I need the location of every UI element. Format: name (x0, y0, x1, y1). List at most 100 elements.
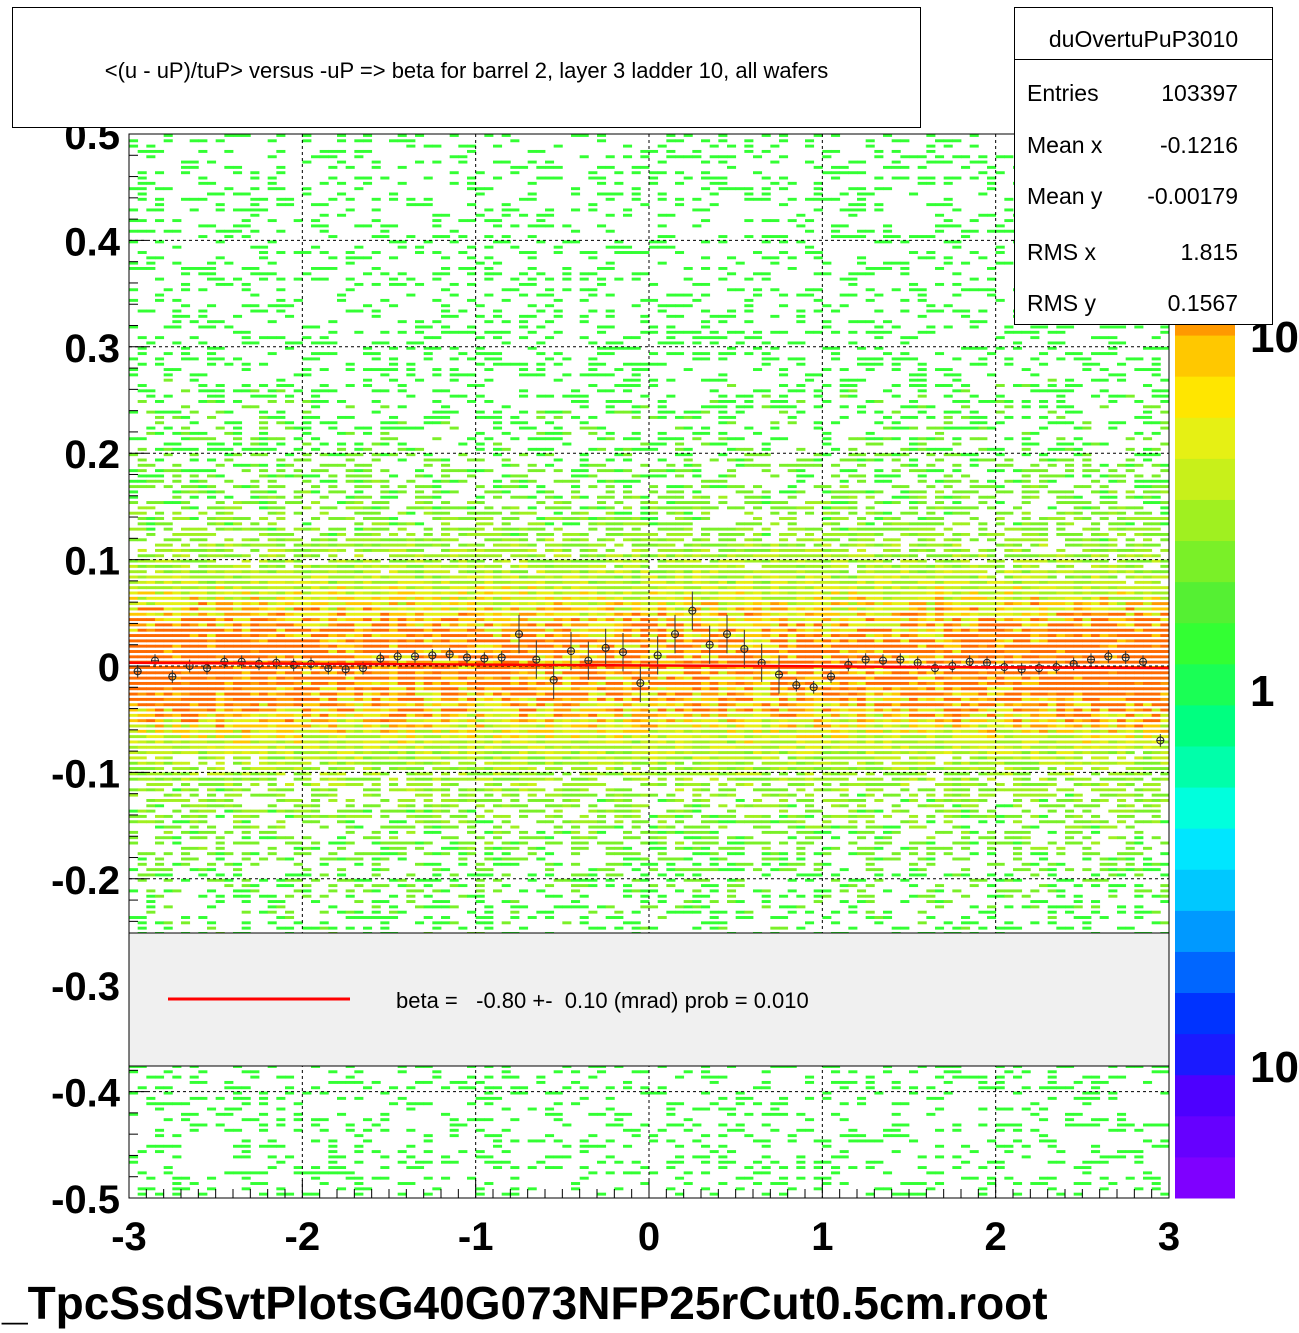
heatmap-cell (129, 708, 139, 712)
heatmap-cell (137, 857, 147, 861)
heatmap-cell (510, 485, 520, 489)
heatmap-cell (189, 410, 199, 414)
heatmap-cell (493, 272, 503, 276)
heatmap-cell (267, 240, 277, 244)
heatmap-cell (172, 309, 182, 313)
heatmap-cell (475, 916, 485, 919)
heatmap-cell (181, 852, 191, 856)
heatmap-cell (510, 1091, 520, 1095)
heatmap-cell (259, 650, 269, 653)
heatmap-cell (198, 1070, 208, 1074)
heatmap-cell (215, 548, 225, 552)
heatmap-cell (311, 1176, 321, 1180)
heatmap-cell (259, 628, 269, 632)
heatmap-cell (137, 671, 147, 675)
heatmap-cell (562, 357, 572, 361)
heatmap-cell (328, 591, 338, 595)
heatmap-cell (571, 884, 581, 888)
heatmap-cell (475, 724, 485, 728)
heatmap-cell (155, 692, 165, 696)
heatmap-cell (302, 820, 312, 824)
heatmap-cell (545, 692, 555, 696)
heatmap-cell (423, 623, 433, 627)
heatmap-cell (163, 655, 173, 659)
heatmap-cell (363, 256, 373, 260)
heatmap-cell (415, 602, 425, 606)
heatmap-cell (137, 309, 147, 313)
heatmap-cell (406, 591, 416, 595)
heatmap-cell (354, 1144, 364, 1148)
heatmap-cell (432, 692, 442, 696)
heatmap-cell (345, 628, 355, 632)
heatmap-cell (423, 144, 433, 148)
heatmap-cell (371, 623, 381, 627)
heatmap-cell (293, 564, 303, 568)
heatmap-cell (484, 756, 494, 760)
heatmap-cell (241, 841, 251, 845)
heatmap-cell (259, 751, 269, 755)
heatmap-cell (146, 575, 156, 579)
heatmap-cell (129, 267, 139, 270)
heatmap-cell (415, 878, 425, 882)
heatmap-cell (415, 708, 425, 712)
heatmap-cell (519, 495, 529, 499)
heatmap-cell (423, 841, 433, 845)
heatmap-cell (493, 1166, 503, 1170)
heatmap-cell (137, 389, 147, 393)
heatmap-cell (146, 485, 156, 489)
heatmap-cell (406, 1182, 416, 1185)
heatmap-cell (181, 602, 191, 606)
heatmap-cell (501, 692, 511, 696)
heatmap-cell (276, 671, 286, 675)
heatmap-cell (233, 596, 243, 600)
heatmap-cell (397, 384, 407, 387)
heatmap-cell (311, 570, 321, 574)
heatmap-cell (449, 660, 459, 664)
heatmap-cell (189, 139, 199, 143)
heatmap-cell (415, 160, 425, 164)
heatmap-cell (155, 298, 165, 302)
heatmap-cell (285, 735, 295, 739)
heatmap-cell (432, 538, 442, 542)
heatmap-cell (484, 793, 494, 797)
heatmap-cell (475, 543, 485, 547)
heatmap-cell (493, 421, 503, 425)
heatmap-cell (484, 564, 494, 568)
heatmap-cell (319, 926, 329, 930)
heatmap-cell (510, 245, 520, 249)
heatmap-cell (423, 612, 433, 616)
heatmap-cell (319, 229, 329, 233)
heatmap-cell (207, 804, 217, 808)
heatmap-cell (493, 788, 503, 792)
heatmap-cell (163, 692, 173, 696)
heatmap-cell (302, 251, 312, 254)
heatmap-cell (129, 559, 139, 563)
heatmap-cell (458, 453, 468, 457)
heatmap-cell (198, 389, 208, 393)
heatmap-cell (432, 570, 442, 574)
heatmap-cell (354, 857, 364, 861)
heatmap-cell (311, 878, 321, 882)
heatmap-cell (467, 149, 477, 153)
heatmap-cell (501, 900, 511, 904)
heatmap-cell (163, 602, 173, 606)
heatmap-cell (380, 756, 390, 760)
heatmap-cell (250, 852, 260, 856)
heatmap-cell (129, 735, 139, 739)
heatmap-cell (198, 671, 208, 675)
heatmap-cell (406, 533, 416, 536)
heatmap-cell (493, 357, 503, 361)
heatmap-cell (406, 777, 416, 781)
heatmap-cell (293, 666, 303, 669)
heatmap-cell (259, 639, 269, 643)
heatmap-cell (363, 352, 373, 356)
heatmap-cell (302, 431, 312, 435)
heatmap-cell (397, 1096, 407, 1100)
heatmap-cell (129, 437, 139, 441)
heatmap-cell (207, 650, 217, 653)
heatmap-cell (545, 868, 555, 872)
heatmap-cell (371, 767, 381, 771)
heatmap-cell (415, 1080, 425, 1084)
heatmap-cell (562, 804, 572, 808)
heatmap-cell (172, 724, 182, 728)
